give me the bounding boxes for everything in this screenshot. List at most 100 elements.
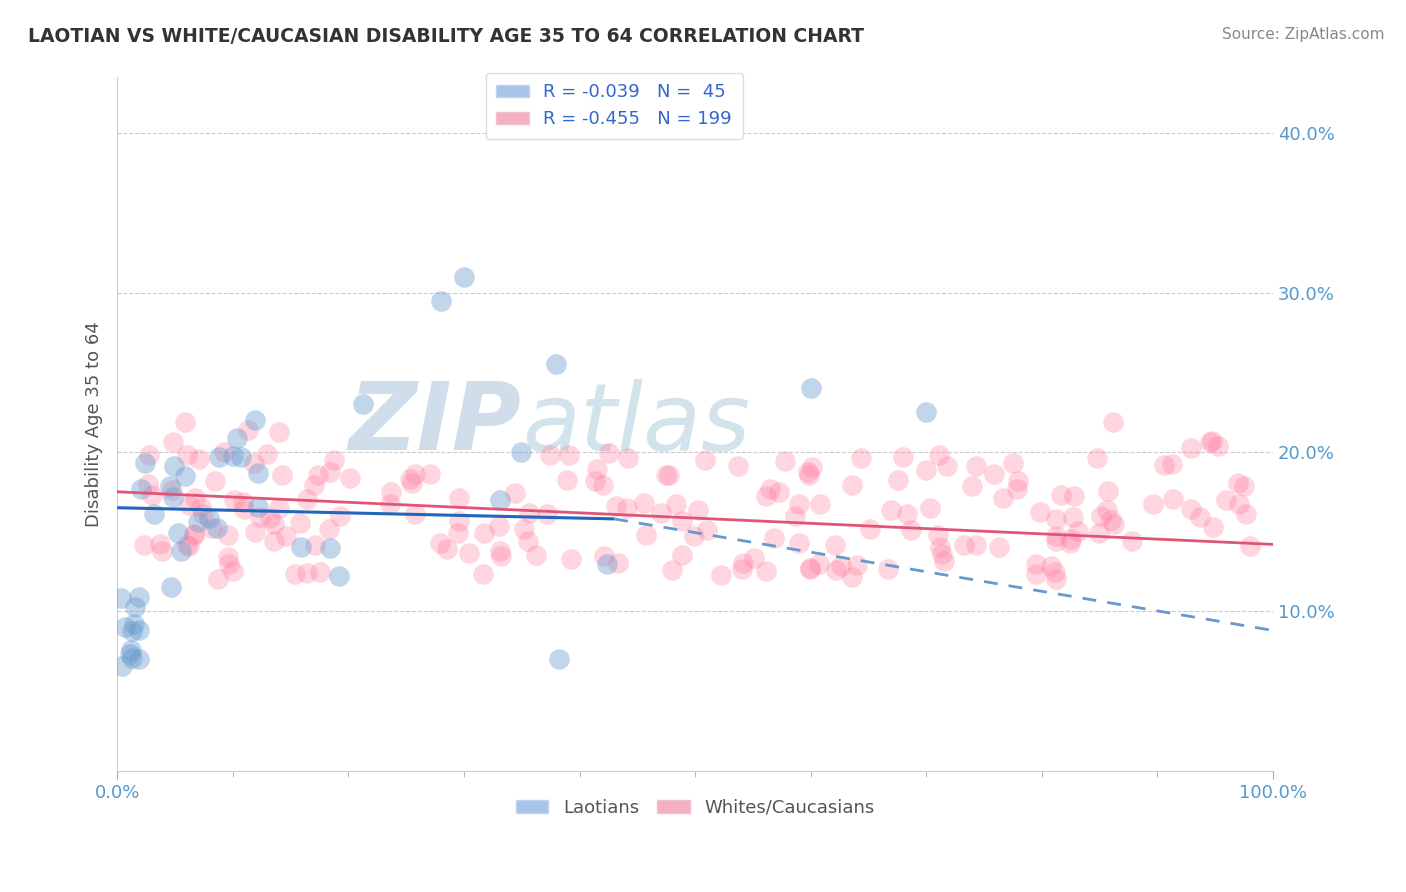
Point (887, 473, 910, 487)
Point (304, 478, 326, 492)
Point (616, 501, 638, 516)
Legend: Laotians, Whites/Caucasians: Laotians, Whites/Caucasians (509, 791, 882, 824)
Point (263, 517, 285, 532)
Point (162, 483, 184, 498)
Point (120, 647, 142, 661)
Point (664, 497, 686, 511)
Point (179, 539, 201, 553)
Point (654, 467, 676, 482)
Point (128, 590, 150, 604)
Point (799, 562, 821, 576)
Point (419, 467, 441, 481)
Point (1087, 525, 1109, 540)
Point (606, 556, 628, 570)
Point (952, 539, 974, 553)
Point (159, 479, 181, 493)
Point (633, 496, 655, 510)
Point (983, 467, 1005, 481)
Point (1097, 484, 1119, 499)
Point (785, 508, 807, 523)
Point (204, 474, 226, 488)
Point (1142, 497, 1164, 511)
Point (1102, 517, 1125, 532)
Point (592, 549, 614, 564)
Point (877, 562, 900, 576)
Point (193, 507, 215, 521)
Point (1180, 501, 1202, 516)
Point (1215, 493, 1237, 508)
Point (773, 453, 796, 467)
Point (184, 491, 207, 505)
Point (207, 572, 229, 586)
Point (797, 466, 820, 480)
Point (547, 652, 569, 666)
Point (267, 500, 290, 515)
Point (731, 562, 754, 576)
Point (110, 591, 132, 605)
Point (352, 397, 374, 411)
Point (217, 549, 239, 564)
Point (605, 499, 627, 513)
Point (1201, 434, 1223, 448)
Point (560, 552, 582, 566)
Point (516, 533, 538, 548)
Point (880, 503, 903, 517)
Point (583, 474, 606, 488)
Point (538, 448, 561, 462)
Point (688, 503, 710, 517)
Point (136, 476, 159, 491)
Point (808, 497, 831, 511)
Point (1090, 508, 1112, 523)
Point (222, 492, 245, 507)
Point (243, 524, 266, 539)
Point (859, 522, 882, 536)
Point (436, 541, 458, 556)
Point (378, 497, 401, 511)
Point (931, 547, 953, 561)
Point (447, 525, 470, 540)
Point (755, 489, 778, 503)
Point (150, 544, 173, 558)
Point (1067, 524, 1090, 538)
Point (845, 558, 868, 572)
Point (1227, 497, 1250, 511)
Point (928, 541, 950, 555)
Point (489, 544, 512, 558)
Point (222, 449, 245, 463)
Point (762, 532, 785, 546)
Point (592, 477, 614, 491)
Point (636, 527, 658, 541)
Point (163, 459, 186, 474)
Point (1121, 533, 1143, 548)
Point (841, 569, 863, 583)
Point (256, 447, 278, 461)
Point (800, 381, 823, 395)
Point (1199, 434, 1222, 449)
Point (263, 533, 285, 548)
Point (128, 652, 150, 666)
Point (927, 528, 949, 542)
Point (271, 467, 294, 482)
Point (183, 527, 205, 541)
Point (596, 557, 619, 571)
Point (236, 424, 259, 438)
Point (768, 485, 790, 500)
Point (513, 522, 536, 536)
Point (472, 567, 495, 582)
Point (825, 563, 848, 577)
Point (304, 538, 326, 552)
Point (1239, 539, 1261, 553)
Point (1029, 505, 1052, 519)
Point (896, 508, 918, 522)
Point (166, 526, 188, 541)
Point (120, 643, 142, 657)
Point (671, 514, 693, 528)
Point (742, 550, 765, 565)
Point (489, 549, 512, 564)
Point (1180, 441, 1202, 455)
Point (1201, 520, 1223, 534)
Point (401, 476, 423, 491)
Point (787, 536, 810, 550)
Point (430, 293, 453, 308)
Point (1206, 439, 1229, 453)
